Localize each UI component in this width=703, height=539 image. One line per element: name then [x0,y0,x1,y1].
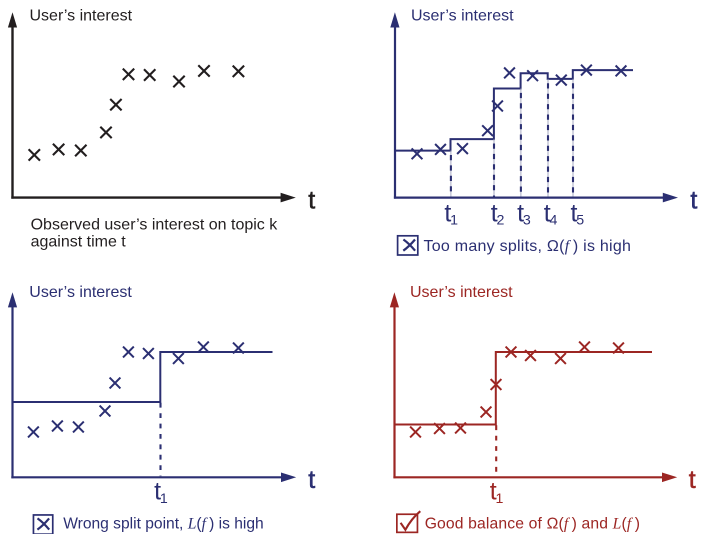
svg-text:User’s interest: User’s interest [30,8,133,25]
svg-text:User’s interest: User’s interest [410,284,513,301]
svg-text:User’s interest: User’s interest [29,284,132,301]
svg-text:against time t: against time t [31,234,127,251]
svg-text:t: t [689,466,696,494]
svg-text:Observed user’s interest on to: Observed user’s interest on topic k [31,217,279,234]
svg-text:Good balance of Ω(f ) and L(f: Good balance of Ω(f ) and L(f ) [425,515,640,532]
svg-text:t: t [690,187,697,215]
svg-text:User’s interest: User’s interest [411,8,514,25]
svg-text:Too many splits, Ω(f ) is hig: Too many splits, Ω(f ) is high [424,238,632,255]
svg-text:Wrong split point, L(f ) is hi: Wrong split point, L(f ) is high [63,516,264,533]
svg-text:t: t [308,187,315,215]
svg-text:t: t [308,466,315,494]
